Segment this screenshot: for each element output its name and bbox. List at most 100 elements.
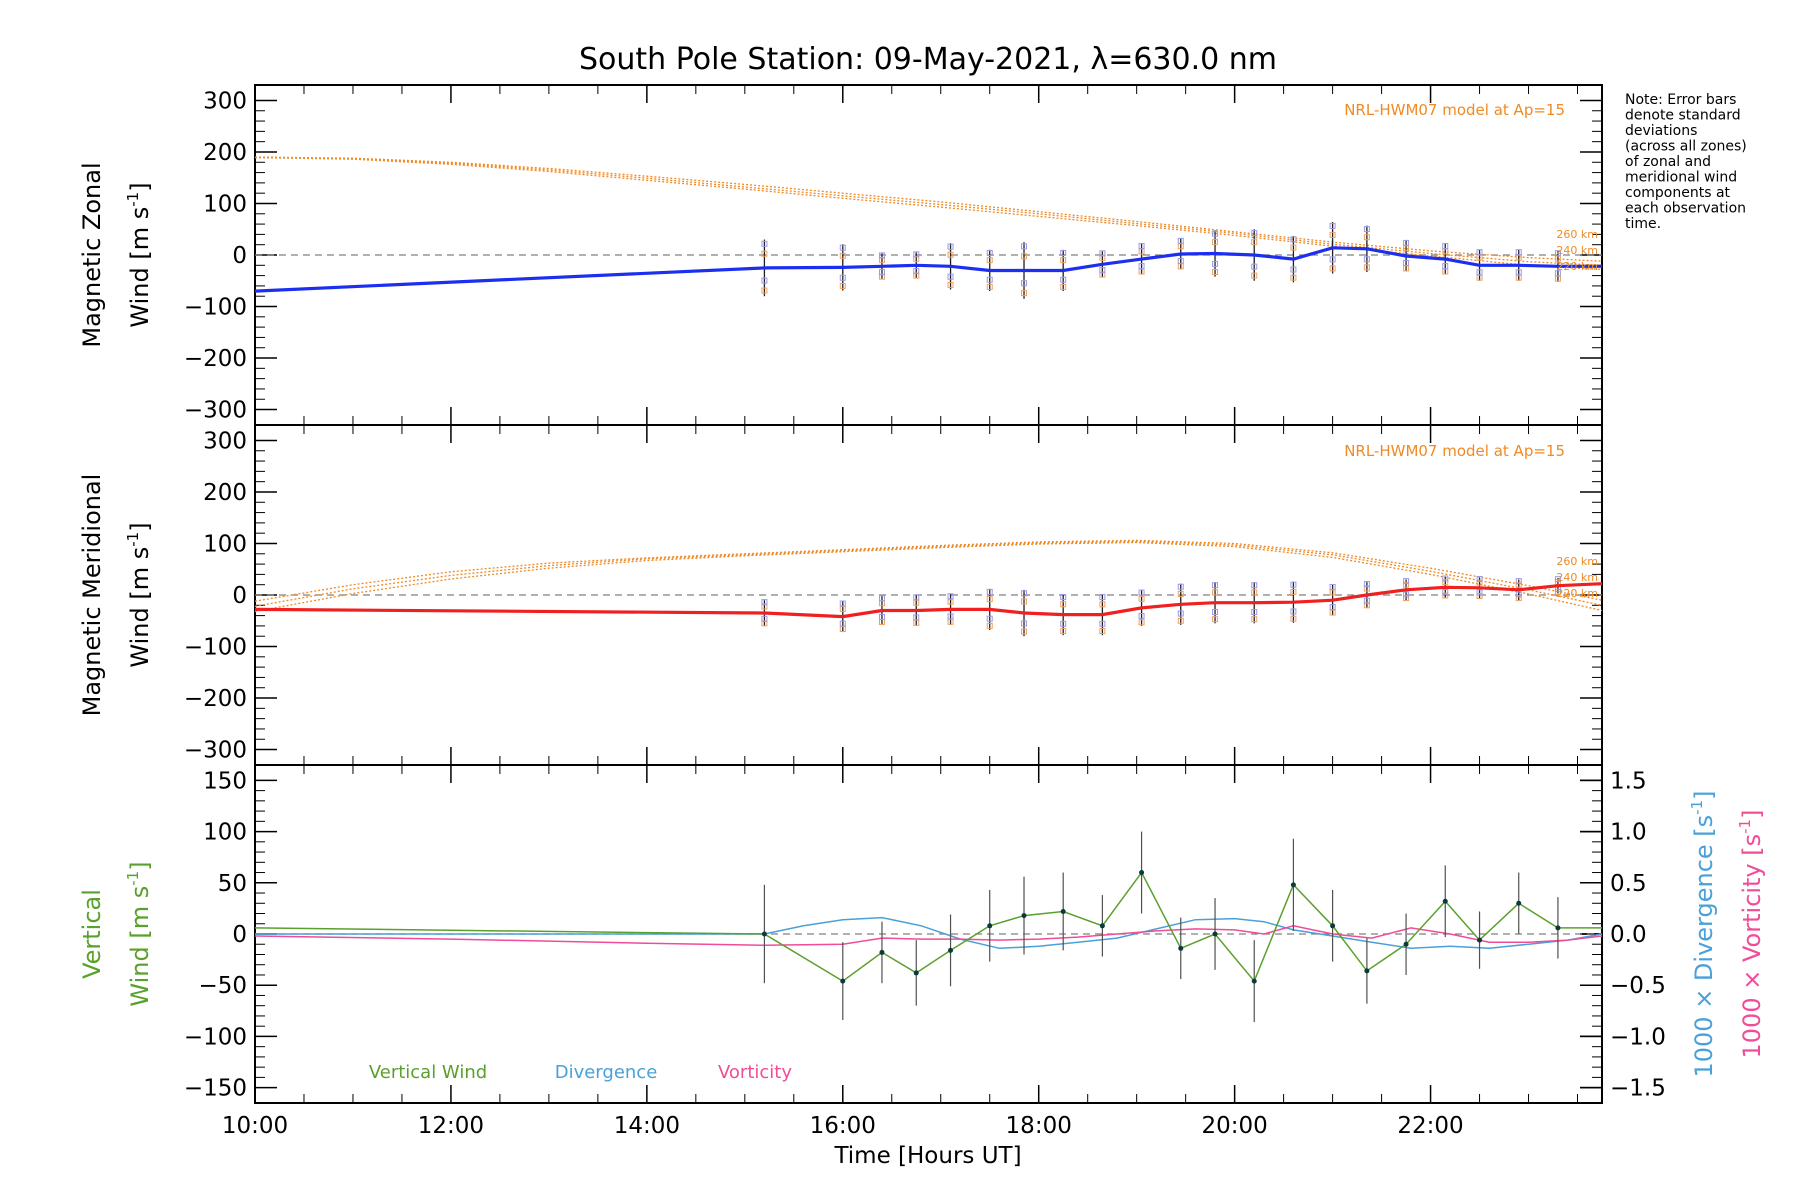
legend-item: Vertical Wind bbox=[369, 1062, 487, 1083]
zone-marker bbox=[1476, 579, 1483, 586]
note-line: time. bbox=[1625, 216, 1661, 232]
zone-marker bbox=[761, 599, 768, 606]
model-line-220km bbox=[255, 156, 1602, 271]
ylabel-vertical-wind: Wind [m s-1] bbox=[124, 861, 154, 1006]
vertical-wind-point bbox=[1139, 870, 1145, 876]
zone-marker bbox=[761, 240, 768, 247]
zone-marker bbox=[947, 243, 954, 250]
zone-marker bbox=[1212, 616, 1219, 623]
zone-marker bbox=[1060, 594, 1067, 601]
y-tick-label: −100 bbox=[184, 1024, 247, 1050]
zone-marker bbox=[1138, 263, 1145, 270]
model-line-260km bbox=[255, 156, 1602, 262]
svg-text:1000 × Vorticity [s-1]: 1000 × Vorticity [s-1] bbox=[1736, 810, 1766, 1059]
zone-marker bbox=[878, 613, 885, 620]
zone-marker bbox=[1099, 250, 1106, 257]
vertical-wind-point bbox=[1021, 913, 1027, 919]
x-tick-label: 22:00 bbox=[1397, 1113, 1463, 1139]
zone-marker bbox=[1251, 582, 1258, 589]
zone-marker bbox=[1363, 597, 1370, 604]
zone-marker bbox=[913, 594, 920, 601]
zone-marker bbox=[1021, 243, 1028, 250]
y-right-tick-label: −0.5 bbox=[1610, 973, 1666, 999]
zone-marker bbox=[986, 283, 993, 290]
zone-marker bbox=[1060, 628, 1067, 635]
svg-text:1000 × Divergence [s-1]: 1000 × Divergence [s-1] bbox=[1688, 790, 1718, 1077]
ylabel-meridional: Magnetic Meridional bbox=[78, 474, 106, 717]
zone-marker bbox=[947, 251, 954, 258]
zone-marker bbox=[986, 596, 993, 603]
zone-marker bbox=[986, 257, 993, 264]
vertical-wind-point bbox=[1290, 882, 1296, 888]
zone-marker bbox=[1476, 249, 1483, 256]
zone-marker bbox=[1021, 280, 1028, 287]
vertical-wind-point bbox=[1060, 908, 1066, 914]
zone-marker bbox=[1329, 222, 1336, 229]
y-right-tick-label: −1.0 bbox=[1610, 1024, 1666, 1050]
y-tick-label: 50 bbox=[218, 871, 247, 897]
zone-marker bbox=[1403, 591, 1410, 598]
svg-text:Wind [m s-1]: Wind [m s-1] bbox=[124, 522, 154, 667]
zone-marker bbox=[1329, 604, 1336, 611]
zone-marker bbox=[1099, 601, 1106, 608]
zone-marker bbox=[1515, 581, 1522, 588]
zone-marker bbox=[839, 600, 846, 607]
vertical-wind-line bbox=[255, 871, 1602, 983]
zone-marker bbox=[1177, 237, 1184, 244]
zone-marker bbox=[761, 287, 768, 294]
zone-marker bbox=[1021, 590, 1028, 597]
zone-marker bbox=[1554, 270, 1561, 277]
y-tick-label: 0 bbox=[232, 243, 247, 269]
panel-vertical: −150 −100 −50 0 50 100 150 −1.5 −1.0 −0.5 0.0 0.5 1… bbox=[78, 764, 1766, 1104]
legend-item: Divergence bbox=[555, 1062, 658, 1083]
zone-marker bbox=[761, 615, 768, 622]
zone-marker bbox=[1060, 601, 1067, 608]
zone-marker bbox=[1290, 274, 1297, 281]
zone-marker bbox=[1442, 242, 1449, 249]
zone-marker bbox=[1251, 609, 1258, 615]
vertical-wind-point bbox=[879, 949, 885, 955]
zone-marker bbox=[986, 276, 993, 283]
zone-marker bbox=[913, 268, 920, 275]
zone-marker bbox=[1251, 616, 1258, 623]
zone-marker bbox=[1329, 231, 1336, 238]
zone-marker bbox=[947, 273, 954, 280]
zone-marker bbox=[1138, 242, 1145, 249]
zone-marker bbox=[761, 250, 768, 257]
y-tick-label: −100 bbox=[184, 635, 247, 661]
x-tick-label: 18:00 bbox=[1006, 1113, 1072, 1139]
vertical-wind-point bbox=[948, 947, 954, 953]
svg-text:Magnetic Zonal: Magnetic Zonal bbox=[78, 162, 106, 347]
legend-item: Vorticity bbox=[718, 1062, 792, 1083]
zone-marker bbox=[1177, 610, 1184, 617]
zone-marker bbox=[1476, 589, 1483, 596]
zone-marker bbox=[1554, 250, 1561, 257]
zone-marker bbox=[1251, 589, 1258, 596]
altitude-label: 240 km bbox=[1556, 571, 1598, 584]
note-line: each observation bbox=[1625, 201, 1746, 217]
y-tick-label: −300 bbox=[184, 398, 247, 424]
y-tick-label: 100 bbox=[203, 820, 247, 846]
zone-marker bbox=[1476, 593, 1483, 600]
vertical-wind-point bbox=[1212, 931, 1218, 937]
altitude-label: 220 km bbox=[1556, 587, 1598, 600]
zone-marker bbox=[878, 595, 885, 602]
svg-text:Wind [m s-1]: Wind [m s-1] bbox=[124, 182, 154, 327]
svg-text:Vertical: Vertical bbox=[78, 889, 106, 979]
zone-marker bbox=[1290, 615, 1297, 622]
y-right-tick-label: 1.0 bbox=[1610, 820, 1647, 846]
zone-marker bbox=[1021, 620, 1028, 627]
zone-marker bbox=[1060, 620, 1067, 627]
zone-marker bbox=[1177, 583, 1184, 590]
zone-marker bbox=[1363, 581, 1370, 588]
divergence-line bbox=[255, 916, 1602, 950]
chart-title: South Pole Station: 09-May-2021, λ=630.0… bbox=[579, 42, 1277, 77]
x-tick-label: 10:00 bbox=[222, 1113, 288, 1139]
y-tick-label: −200 bbox=[184, 686, 247, 712]
y-tick-label: −100 bbox=[184, 295, 247, 321]
zone-marker bbox=[1290, 588, 1297, 595]
ylabel-meridional-wind: Wind [m s-1] bbox=[124, 522, 154, 667]
zone-marker bbox=[1515, 578, 1522, 585]
altitude-label: 240 km bbox=[1556, 244, 1598, 257]
zone-marker bbox=[1021, 628, 1028, 635]
